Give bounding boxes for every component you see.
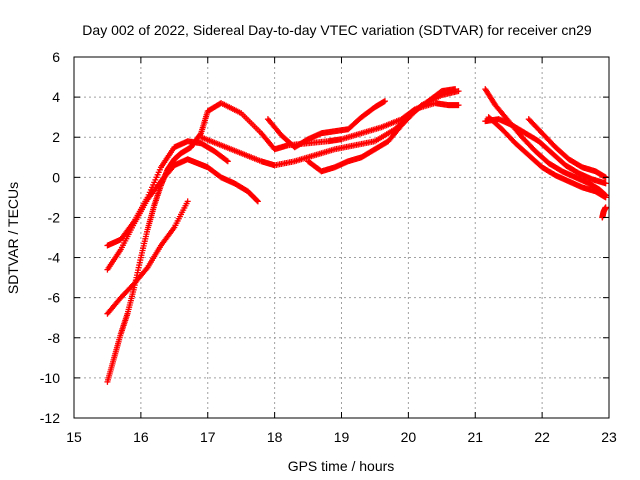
y-tick-label: -8 — [48, 330, 61, 346]
x-tick-label: 20 — [401, 429, 417, 445]
x-tick-label: 17 — [200, 429, 216, 445]
y-tick-label: 0 — [52, 169, 60, 185]
series-track-2 — [104, 156, 261, 273]
y-tick-label: 2 — [52, 129, 60, 145]
series-track-6 — [264, 98, 388, 151]
tick-labels: 15 16 17 18 19 20 21 22 23 -12 -10 -8 -6 -4 -2 0 2 4 6 — [40, 49, 617, 445]
data-point — [143, 265, 150, 272]
plot-area — [104, 86, 609, 385]
x-axis-label: GPS time / hours — [288, 458, 395, 474]
y-tick-label: 6 — [52, 49, 60, 65]
grid — [74, 57, 609, 418]
data-point — [223, 157, 230, 164]
chart-title: Day 002 of 2022, Sidereal Day-to-day VTE… — [82, 22, 592, 38]
series-track-1 — [104, 138, 231, 249]
data-point — [197, 131, 204, 138]
data-point — [184, 198, 191, 205]
data-point — [254, 197, 261, 204]
x-tick-label: 18 — [267, 429, 283, 445]
data-point — [602, 180, 609, 187]
x-tick-label: 21 — [467, 429, 483, 445]
y-tick-label: -6 — [48, 290, 61, 306]
series-track-8 — [482, 86, 609, 199]
axis-ticks — [73, 56, 610, 419]
series-track-12 — [599, 204, 609, 221]
data-point — [452, 86, 459, 93]
data-point — [602, 194, 609, 201]
data-point — [224, 158, 231, 165]
x-tick-label: 15 — [66, 429, 82, 445]
data-point — [455, 102, 462, 109]
series-track-10 — [482, 116, 609, 187]
x-tick-label: 19 — [334, 429, 350, 445]
series-track-7 — [305, 86, 459, 175]
y-axis-label: SDTVAR / TECUs — [5, 182, 21, 294]
y-tick-label: -10 — [40, 370, 60, 386]
x-tick-label: 16 — [133, 429, 149, 445]
y-tick-label: 4 — [52, 89, 60, 105]
y-tick-label: -12 — [40, 410, 60, 426]
series-track-3 — [104, 198, 191, 317]
x-tick-label: 22 — [534, 429, 550, 445]
series-track-9 — [485, 114, 609, 201]
series-track-5 — [198, 88, 462, 169]
series-track-11 — [525, 116, 609, 181]
y-tick-label: -4 — [48, 250, 61, 266]
y-tick-label: -2 — [48, 209, 61, 225]
data-point — [602, 204, 609, 211]
data-point — [254, 198, 261, 205]
data-point — [381, 98, 388, 105]
x-tick-label: 23 — [601, 429, 617, 445]
data-point — [455, 88, 462, 95]
